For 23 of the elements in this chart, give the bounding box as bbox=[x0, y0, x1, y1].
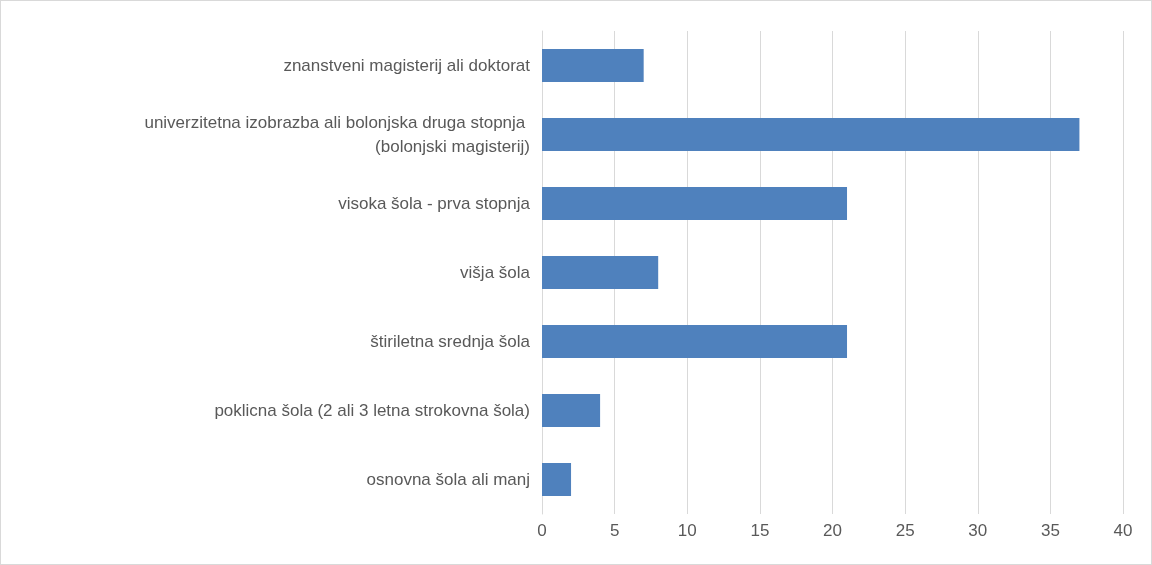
y-tick-label: visoka šola - prva stopnja bbox=[338, 194, 531, 213]
bar bbox=[542, 462, 572, 497]
x-tick-label: 15 bbox=[750, 521, 770, 540]
x-tick-label: 10 bbox=[677, 521, 697, 540]
bar bbox=[542, 324, 848, 359]
x-tick-label: 40 bbox=[1113, 521, 1133, 540]
bar bbox=[542, 48, 644, 83]
bar bbox=[542, 186, 848, 221]
bar bbox=[542, 393, 601, 428]
x-tick-label: 20 bbox=[823, 521, 842, 540]
y-tick-label: štiriletna srednja šola bbox=[370, 332, 531, 351]
y-tick-label: osnovna šola ali manj bbox=[366, 470, 530, 489]
x-tick-label: 5 bbox=[609, 521, 620, 540]
y-tick-label: univerzitetna izobrazba ali bolonjska druga stopnja (bolonjski magisterij) bbox=[144, 113, 530, 156]
x-tick-label: 0 bbox=[537, 521, 547, 540]
y-tick-label: višja šola bbox=[460, 263, 531, 282]
y-tick-label: znanstveni magisterij ali doktorat bbox=[283, 56, 531, 75]
x-tick-label: 25 bbox=[895, 521, 915, 540]
y-tick-label: poklicna šola (2 ali 3 letna strokovna šola) bbox=[214, 401, 530, 420]
bar bbox=[542, 255, 659, 290]
x-tick-label: 35 bbox=[1040, 521, 1060, 540]
x-tick-label: 30 bbox=[968, 521, 988, 540]
bar bbox=[542, 117, 1080, 152]
